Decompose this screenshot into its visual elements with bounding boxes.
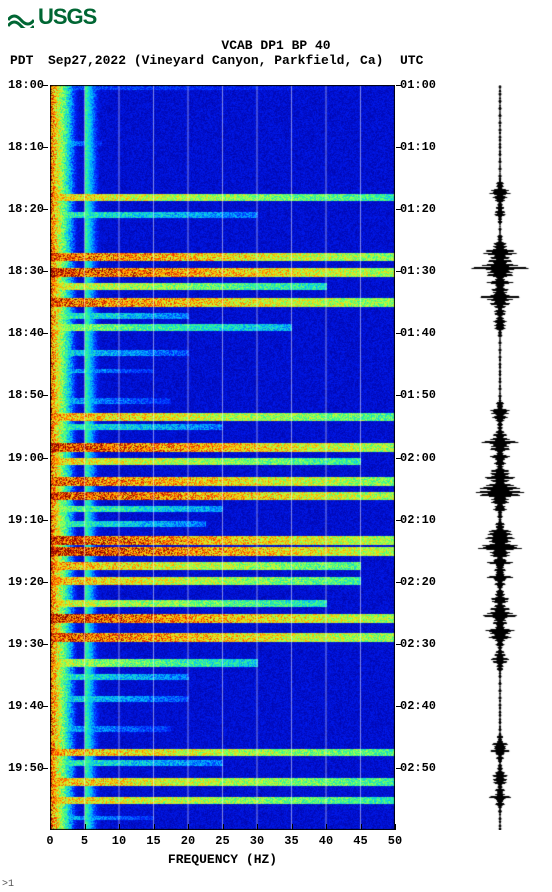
y-left-tick: 18:30 [8,264,44,278]
x-tick: 10 [112,834,126,848]
y-left-tick: 19:20 [8,575,44,589]
footer-mark: >1 [2,879,14,890]
usgs-logo: USGS [8,4,96,30]
x-tick: 20 [181,834,195,848]
left-timezone: PDT [10,53,33,68]
y-axis-left: 18:0018:1018:2018:3018:4018:5019:0019:10… [0,85,48,830]
y-right-tick: 01:20 [400,202,436,216]
y-right-tick: 02:10 [400,513,436,527]
y-right-tick: 02:00 [400,451,436,465]
x-tick: 50 [388,834,402,848]
spectrogram-canvas [50,85,395,830]
x-axis-title: FREQUENCY (HZ) [50,852,395,867]
x-tick: 25 [215,834,229,848]
spectrogram-plot [50,85,395,830]
x-tick: 0 [46,834,53,848]
right-timezone: UTC [400,53,423,68]
y-right-tick: 02:20 [400,575,436,589]
y-axis-right: 01:0001:1001:2001:3001:4001:5002:0002:10… [396,85,446,830]
seismogram-canvas [460,85,540,830]
y-left-tick: 19:10 [8,513,44,527]
date-location: Sep27,2022 (Vineyard Canyon, Parkfield, … [48,53,383,68]
y-left-tick: 19:40 [8,699,44,713]
y-left-tick: 18:10 [8,140,44,154]
x-tick: 30 [250,834,264,848]
y-left-tick: 19:30 [8,637,44,651]
y-right-tick: 01:30 [400,264,436,278]
chart-title: VCAB DP1 BP 40 [0,38,552,53]
y-left-tick: 18:50 [8,388,44,402]
y-left-tick: 18:20 [8,202,44,216]
y-right-tick: 01:00 [400,78,436,92]
usgs-wave-icon [8,6,34,28]
usgs-text: USGS [38,4,96,30]
x-tick: 5 [81,834,88,848]
x-tick: 45 [353,834,367,848]
y-right-tick: 01:50 [400,388,436,402]
x-tick: 40 [319,834,333,848]
seismogram-plot [460,85,540,830]
y-right-tick: 01:40 [400,326,436,340]
y-left-tick: 19:50 [8,761,44,775]
y-left-tick: 19:00 [8,451,44,465]
y-left-tick: 18:00 [8,78,44,92]
y-right-tick: 02:50 [400,761,436,775]
x-tick: 35 [284,834,298,848]
y-right-tick: 02:30 [400,637,436,651]
x-tick: 15 [146,834,160,848]
y-right-tick: 02:40 [400,699,436,713]
y-left-tick: 18:40 [8,326,44,340]
y-right-tick: 01:10 [400,140,436,154]
